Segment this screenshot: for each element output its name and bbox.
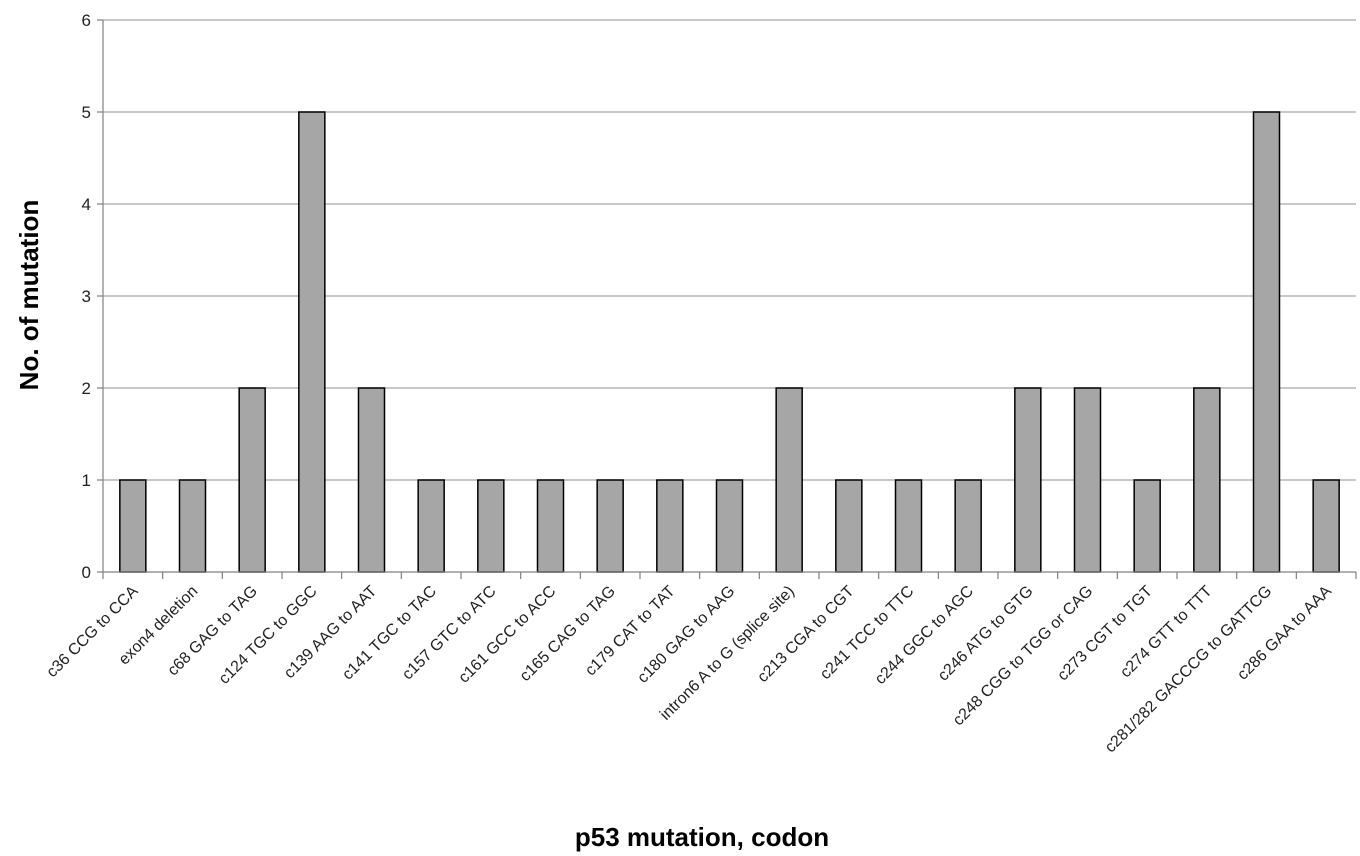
bar [298, 111, 326, 573]
bar [894, 479, 923, 573]
bar [477, 479, 505, 573]
gridlines [103, 19, 1356, 481]
y-tick-labels: 0 1 2 3 4 5 6 [82, 11, 91, 582]
bar [536, 479, 565, 573]
bar [178, 479, 207, 573]
axes [97, 19, 1357, 579]
y-tick-label: 4 [82, 195, 91, 214]
bar [596, 479, 624, 573]
bar [1312, 479, 1340, 573]
y-tick-label: 5 [82, 103, 91, 122]
bar [775, 387, 803, 573]
x-axis-title: p53 mutation, codon [575, 822, 829, 852]
bar [1073, 387, 1102, 573]
x-tick-label: c244 GGC to AGC [872, 583, 977, 688]
bar [417, 479, 445, 573]
bar [835, 479, 863, 573]
x-tick-label: c124 TGC to GGC [216, 583, 321, 688]
y-tick-label: 2 [82, 379, 91, 398]
y-tick-label: 0 [82, 563, 91, 582]
bar [1014, 387, 1042, 573]
bar [715, 479, 744, 573]
y-tick-label: 6 [82, 11, 91, 30]
y-tick-label: 1 [82, 471, 91, 490]
bar [1252, 111, 1281, 573]
y-tick-label: 3 [82, 287, 91, 306]
bar [238, 387, 266, 573]
bar [1193, 387, 1221, 573]
bars [119, 111, 1340, 573]
y-axis-title: No. of mutation [14, 200, 44, 391]
bar [1133, 479, 1161, 573]
bar [119, 479, 147, 573]
bar [954, 479, 982, 573]
bar [357, 387, 386, 573]
bar [656, 479, 684, 573]
